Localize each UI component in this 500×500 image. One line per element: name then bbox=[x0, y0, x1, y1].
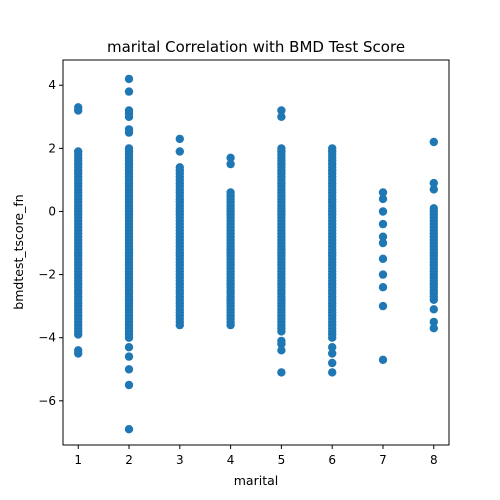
data-point bbox=[328, 144, 337, 153]
x-axis-label: marital bbox=[234, 473, 278, 488]
data-point bbox=[328, 349, 337, 358]
data-point bbox=[378, 232, 388, 241]
data-points bbox=[74, 74, 438, 434]
data-point bbox=[378, 219, 388, 229]
y-axis-label: bmdtest_tscore_fn bbox=[11, 194, 26, 309]
x-tick-label: 3 bbox=[176, 453, 184, 467]
data-point bbox=[429, 137, 438, 147]
data-point bbox=[429, 324, 438, 333]
data-point bbox=[124, 128, 134, 137]
data-point bbox=[124, 380, 134, 390]
data-point bbox=[429, 185, 438, 194]
data-point bbox=[277, 368, 286, 377]
data-point bbox=[378, 301, 388, 311]
data-point bbox=[124, 87, 134, 96]
data-point bbox=[124, 112, 134, 122]
data-point bbox=[277, 144, 286, 153]
data-point bbox=[429, 305, 438, 314]
x-tick-label: 2 bbox=[125, 453, 133, 467]
data-point bbox=[378, 194, 388, 204]
y-tick-label: −2 bbox=[38, 268, 56, 282]
data-point bbox=[74, 147, 83, 156]
data-point bbox=[226, 188, 235, 197]
data-point bbox=[328, 343, 337, 352]
y-axis-ticks: −6 −4 −2 0 2 4 bbox=[38, 78, 63, 408]
data-point bbox=[124, 425, 134, 434]
y-tick-label: −6 bbox=[38, 394, 56, 408]
data-point bbox=[277, 106, 286, 115]
data-point bbox=[124, 365, 134, 374]
data-point bbox=[124, 74, 134, 84]
data-point bbox=[277, 346, 286, 355]
x-tick-label: 5 bbox=[278, 453, 286, 467]
y-tick-label: 4 bbox=[48, 78, 56, 92]
plot-frame bbox=[62, 59, 450, 446]
data-point bbox=[378, 355, 388, 364]
data-point bbox=[124, 144, 134, 153]
data-point bbox=[175, 163, 184, 172]
y-tick-label: 0 bbox=[48, 204, 56, 218]
y-tick-label: −4 bbox=[38, 331, 56, 345]
data-point bbox=[124, 352, 134, 361]
data-point bbox=[378, 283, 388, 292]
data-point bbox=[429, 178, 438, 188]
data-point bbox=[378, 270, 388, 279]
y-tick-label: 2 bbox=[48, 141, 56, 155]
data-point bbox=[226, 159, 235, 169]
data-point bbox=[429, 317, 438, 327]
data-point bbox=[429, 204, 438, 213]
data-point bbox=[74, 349, 83, 358]
data-point bbox=[124, 343, 134, 352]
data-point bbox=[175, 147, 184, 156]
x-axis-ticks: 1 2 3 4 5 6 7 8 bbox=[74, 445, 438, 467]
x-tick-label: 6 bbox=[328, 453, 336, 467]
chart-title: marital Correlation with BMD Test Score bbox=[107, 38, 405, 56]
data-point bbox=[175, 134, 184, 144]
data-point bbox=[328, 368, 337, 377]
data-point bbox=[378, 254, 388, 263]
data-point bbox=[378, 188, 388, 197]
x-tick-label: 8 bbox=[430, 453, 438, 467]
data-point bbox=[378, 238, 388, 248]
data-point bbox=[277, 339, 286, 349]
data-point bbox=[74, 106, 83, 115]
data-point bbox=[277, 112, 286, 122]
x-tick-label: 7 bbox=[379, 453, 387, 467]
x-tick-label: 1 bbox=[74, 453, 82, 467]
data-point bbox=[226, 153, 235, 162]
data-point bbox=[378, 207, 388, 216]
x-tick-label: 4 bbox=[227, 453, 235, 467]
data-point bbox=[328, 358, 337, 368]
